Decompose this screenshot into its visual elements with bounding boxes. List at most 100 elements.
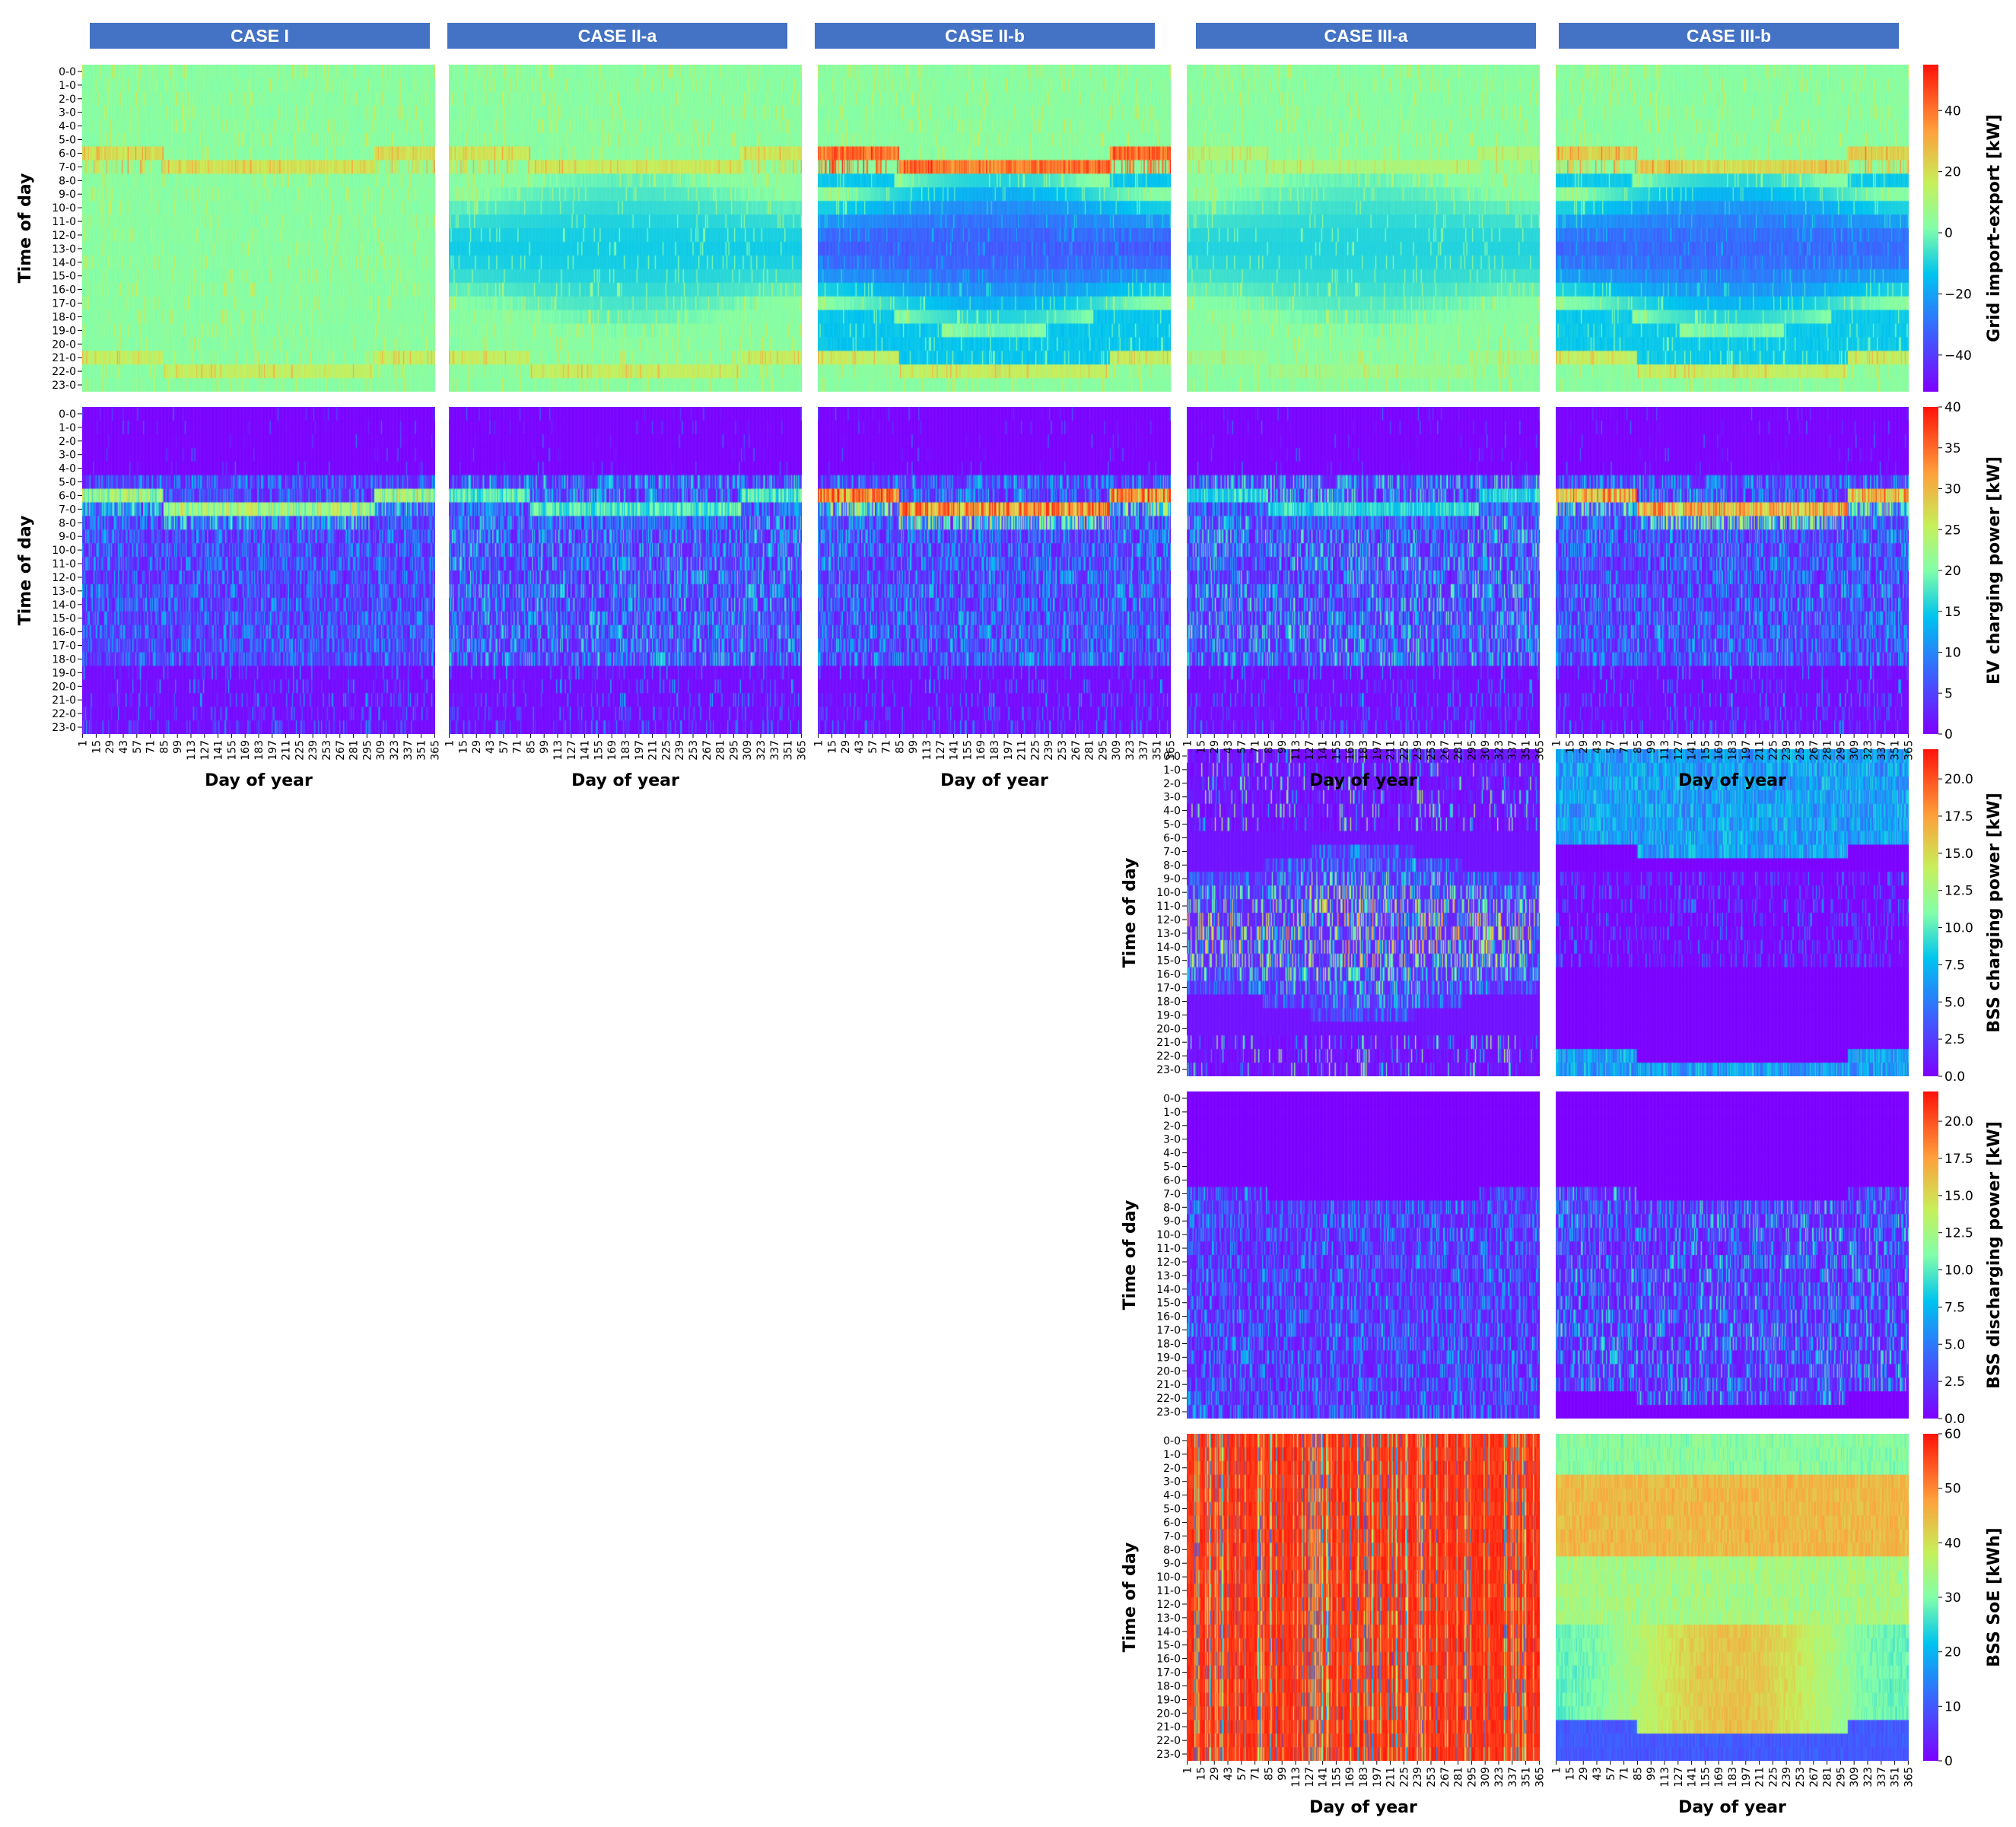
y-tick-label: 23-0 — [52, 722, 76, 734]
y-tick-label: 17-0 — [1156, 1325, 1181, 1337]
colorbar-tick-label: −40 — [1944, 348, 1972, 364]
x-tick-label: 267 — [1439, 740, 1452, 761]
x-tick-label: 127 — [1304, 1767, 1316, 1787]
x-tick-label: 169 — [1344, 740, 1356, 761]
colorbar-bss-discharging — [1923, 1091, 1938, 1419]
y-tick-label: 7-0 — [1163, 1188, 1181, 1200]
colorbar-tick-label: 10 — [1944, 1699, 1961, 1714]
x-tick-label: 351 — [783, 740, 795, 761]
colorbar-tick-label: 15.0 — [1944, 1189, 1973, 1204]
y-tick-label: 0-0 — [59, 66, 76, 78]
y-tick-label: 7-0 — [1163, 846, 1181, 858]
x-tick-label: 127 — [935, 740, 947, 761]
y-tick-label: 12-0 — [52, 230, 76, 242]
y-tick-label: 16-0 — [1156, 1654, 1181, 1666]
x-tick-label: 323 — [1493, 1767, 1506, 1787]
x-tick-label: 113 — [1659, 1767, 1671, 1787]
x-tick-label: 281 — [1822, 1767, 1834, 1787]
colorbar-tick-label: 35 — [1944, 441, 1961, 456]
y-tick-label: 2-0 — [59, 436, 76, 448]
x-tick-label: 253 — [321, 740, 333, 761]
x-tick-label: 43 — [118, 740, 130, 754]
y-tick-label: 9-0 — [59, 531, 76, 543]
colorbar-tick-label: 40 — [1944, 400, 1961, 415]
x-tick-label: 365 — [1903, 1767, 1915, 1787]
x-tick-label: 113 — [552, 740, 564, 761]
colorbar-tick-label: 20 — [1944, 1645, 1961, 1660]
x-tick-label: 253 — [1426, 1767, 1438, 1787]
x-tick-label: 351 — [1152, 740, 1164, 761]
x-tick-label: 99 — [908, 740, 920, 754]
x-tick-label: 71 — [512, 740, 524, 754]
x-tick-label: 169 — [1713, 740, 1725, 761]
colorbar-tick-label: 20 — [1944, 564, 1961, 579]
x-tick-label: 169 — [240, 740, 252, 761]
colorbar-tick-label: 10 — [1944, 646, 1961, 661]
case-header-case-ii-b: CASE II-b — [815, 23, 1155, 49]
y-tick-label: 6-0 — [1163, 1174, 1181, 1187]
x-tick-label: 29 — [840, 740, 852, 754]
y-tick-label: 3-0 — [1163, 1134, 1181, 1146]
x-tick-label: 113 — [1290, 740, 1302, 761]
y-tick-label: 11-0 — [1156, 901, 1181, 913]
y-tick-label: 9-0 — [59, 189, 76, 201]
case-header-case-iii-b: CASE III-b — [1559, 23, 1899, 49]
colorbar-tick-label: 2.5 — [1944, 1374, 1965, 1390]
y-tick-label: 3-0 — [59, 107, 76, 119]
x-tick-label: 323 — [389, 740, 401, 761]
x-tick-label: 15 — [457, 740, 469, 754]
x-tick-label: 113 — [921, 740, 933, 761]
y-tick-label: 13-0 — [1156, 1270, 1181, 1282]
y-tick-label: 14-0 — [1156, 1284, 1181, 1296]
x-tick-label: 267 — [1439, 1767, 1452, 1787]
y-tick-label: 13-0 — [1156, 1613, 1181, 1625]
y-tick-label: 20-0 — [1156, 1023, 1181, 1035]
x-tick-label: 309 — [1849, 740, 1861, 761]
x-tick-label: 71 — [1250, 1767, 1262, 1781]
x-tick-label: 113 — [186, 740, 198, 761]
heatmap-ev-case-ii-b — [818, 407, 1171, 734]
x-tick-label: 29 — [1578, 1767, 1590, 1781]
x-tick-label: 15 — [826, 740, 838, 754]
y-tick-label: 5-0 — [1163, 1161, 1181, 1174]
x-tick-label: 197 — [1741, 1767, 1753, 1787]
x-tick-label: 365 — [1534, 740, 1546, 761]
heatmap-bss-soe-case-iii-b — [1556, 1434, 1909, 1761]
y-tick-label: 22-0 — [52, 708, 76, 720]
y-tick-label: 6-0 — [1163, 1517, 1181, 1529]
x-tick-label: 211 — [647, 740, 660, 761]
x-tick-label: 239 — [1043, 740, 1055, 761]
heatmap-ev-case-ii-a — [449, 407, 802, 734]
colorbar-bss-soe — [1923, 1434, 1938, 1761]
y-tick-label: 14-0 — [52, 257, 76, 269]
x-tick-label: 309 — [742, 740, 754, 761]
x-tick-label: 57 — [1605, 740, 1617, 754]
y-tick-label: 10-0 — [52, 545, 76, 557]
x-tick-label: 323 — [755, 740, 768, 761]
x-tick-label: 323 — [1862, 1767, 1874, 1787]
y-tick-label: 20-0 — [1156, 1365, 1181, 1377]
y-tick-label: 14-0 — [52, 599, 76, 612]
y-tick-label: 4-0 — [59, 121, 76, 133]
x-tick-label: 141 — [213, 740, 225, 761]
y-tick-label: 5-0 — [59, 477, 76, 489]
y-tick-label: 2-0 — [1163, 1463, 1181, 1475]
x-tick-label: 85 — [1263, 1767, 1275, 1781]
y-tick-label: 19-0 — [52, 325, 76, 337]
y-tick-label: 0-0 — [59, 408, 76, 421]
x-tick-label: 309 — [1111, 740, 1123, 761]
x-tick-label: 141 — [1318, 740, 1330, 761]
x-tick-label: 183 — [620, 740, 632, 761]
x-tick-label: 127 — [1673, 740, 1685, 761]
y-tick-label: 21-0 — [52, 694, 76, 707]
x-tick-label: 281 — [1453, 740, 1465, 761]
y-tick-label: 18-0 — [1156, 1338, 1181, 1350]
x-tick-label: 365 — [796, 740, 808, 761]
x-tick-label: 99 — [1277, 740, 1289, 754]
case-header-case-ii-a: CASE II-a — [447, 23, 787, 49]
heatmap-grid-case-i — [82, 65, 435, 392]
x-tick-label: 155 — [226, 740, 238, 761]
colorbar-grid — [1923, 65, 1938, 392]
x-tick-label: 281 — [715, 740, 727, 761]
